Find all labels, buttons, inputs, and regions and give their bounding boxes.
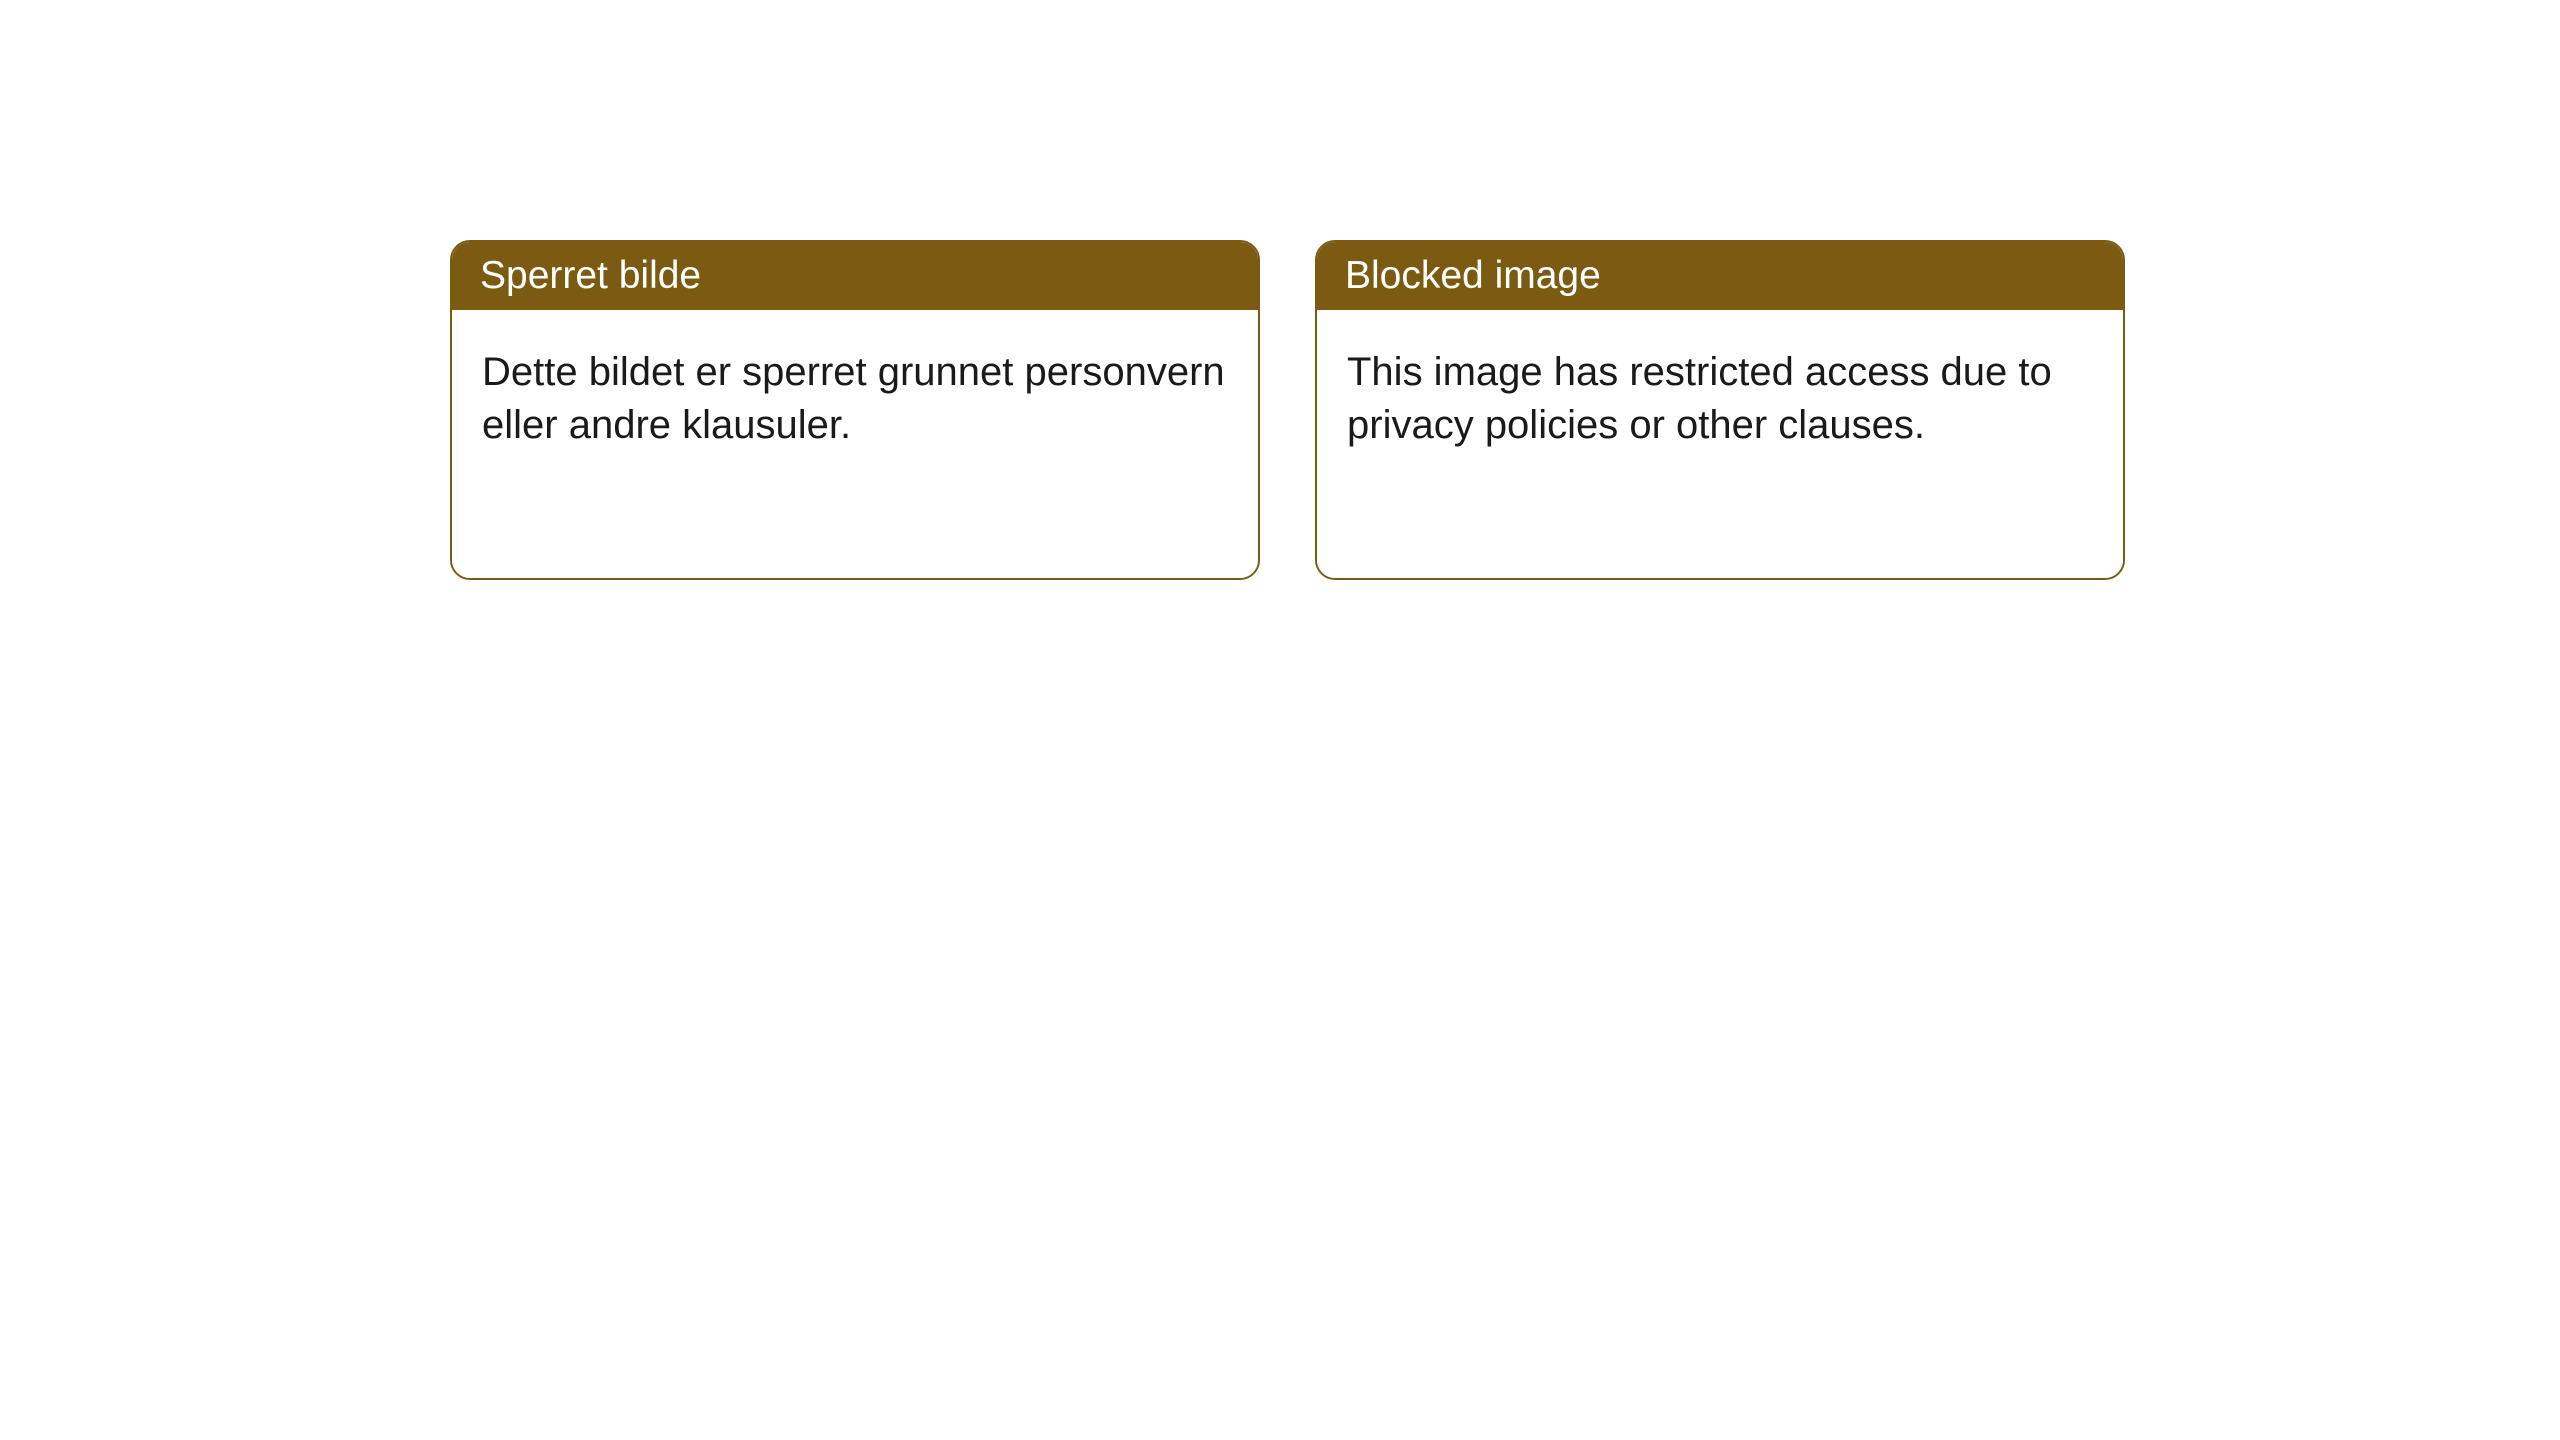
notice-card-norwegian: Sperret bilde Dette bildet er sperret gr… [450,240,1260,580]
notice-header: Sperret bilde [452,242,1258,310]
notice-body: This image has restricted access due to … [1317,310,2123,578]
notice-body: Dette bildet er sperret grunnet personve… [452,310,1258,578]
notice-container: Sperret bilde Dette bildet er sperret gr… [0,0,2560,580]
notice-header: Blocked image [1317,242,2123,310]
notice-card-english: Blocked image This image has restricted … [1315,240,2125,580]
